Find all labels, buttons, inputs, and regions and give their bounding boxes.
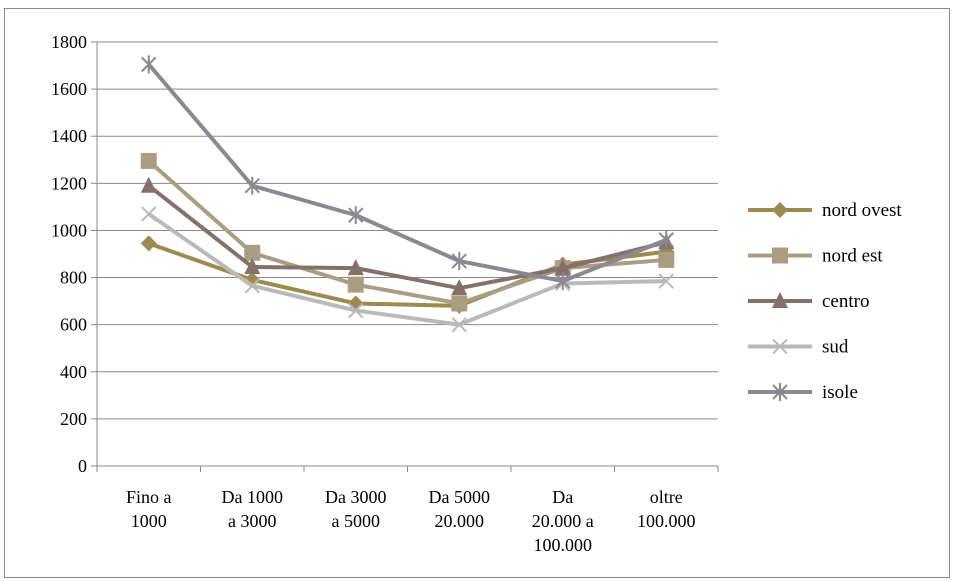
data-point	[658, 230, 674, 249]
series-line	[147, 184, 667, 291]
series-line	[147, 63, 667, 284]
series-isole	[141, 55, 674, 291]
x-tick-label: Da 20.000 a 100.000	[532, 487, 594, 555]
y-tick-label: 200	[60, 409, 87, 429]
legend-item: isole	[748, 382, 858, 403]
y-tick-label: 600	[60, 315, 87, 335]
x-tick-label: Da 1000 a 3000	[222, 487, 284, 531]
x-tick-label: Da 5000 20.000	[429, 487, 491, 531]
legend-marker	[772, 338, 788, 355]
legend-marker	[772, 247, 788, 264]
series-centro	[140, 176, 675, 296]
legend-item: sud	[748, 337, 849, 358]
legend-marker	[772, 202, 788, 218]
chart-frame	[4, 8, 950, 578]
series-line	[147, 212, 667, 327]
legend-item: nord est	[748, 246, 883, 267]
data-point	[451, 295, 468, 312]
y-tick-label: 1200	[51, 173, 87, 193]
data-point	[140, 176, 157, 193]
y-tick-label: 1400	[51, 126, 87, 146]
legend-marker	[772, 383, 788, 401]
x-axis-ticks: Fino a 1000 Da 1000 a 3000 Da 3000 a 5000 Da 5…	[96, 466, 719, 555]
y-tick-label: 800	[60, 268, 87, 288]
data-point	[244, 278, 260, 294]
series-layer	[140, 55, 675, 333]
series-nord-est	[140, 152, 675, 312]
y-tick-label: 400	[60, 362, 87, 382]
legend-label: sud	[822, 337, 849, 358]
legend-item: centro	[748, 291, 869, 312]
legend-label: centro	[822, 291, 869, 312]
data-point	[347, 276, 364, 293]
data-point	[451, 279, 468, 296]
y-axis-ticks: 0 200 400 600 800 1000 1200 1400 1600 1800	[51, 32, 97, 476]
series-nord-ovest	[140, 235, 675, 314]
data-point	[348, 302, 364, 319]
y-tick-label: 1000	[51, 220, 87, 240]
series-line	[148, 241, 667, 308]
data-point	[347, 259, 364, 276]
legend-marker	[772, 292, 788, 308]
data-point	[244, 244, 261, 261]
data-point	[141, 206, 157, 222]
legend-label: nord ovest	[822, 200, 902, 221]
legend-label: isole	[822, 382, 858, 403]
x-tick-label: Da 3000 a 5000	[325, 487, 387, 531]
data-point	[555, 272, 571, 291]
data-point	[244, 257, 261, 274]
data-point	[451, 252, 467, 271]
y-tick-label: 0	[78, 456, 87, 476]
data-point	[244, 176, 260, 195]
data-point	[451, 316, 467, 333]
x-tick-label: oltre 100.000	[637, 487, 696, 531]
legend-item: nord ovest	[748, 200, 902, 221]
data-point	[554, 259, 571, 276]
gridlines	[97, 41, 718, 420]
y-tick-label: 1800	[51, 32, 87, 52]
series-line	[147, 159, 667, 306]
data-point	[140, 152, 157, 169]
x-tick-label: Fino a 1000	[126, 487, 172, 531]
data-point	[141, 55, 157, 74]
data-point	[658, 273, 674, 289]
data-point	[658, 251, 675, 268]
legend-label: nord est	[822, 246, 883, 267]
data-point	[140, 235, 157, 252]
legend: nord ovest nord est centro sud isole	[748, 200, 902, 403]
y-tick-label: 1600	[51, 79, 87, 99]
data-point	[348, 206, 364, 225]
